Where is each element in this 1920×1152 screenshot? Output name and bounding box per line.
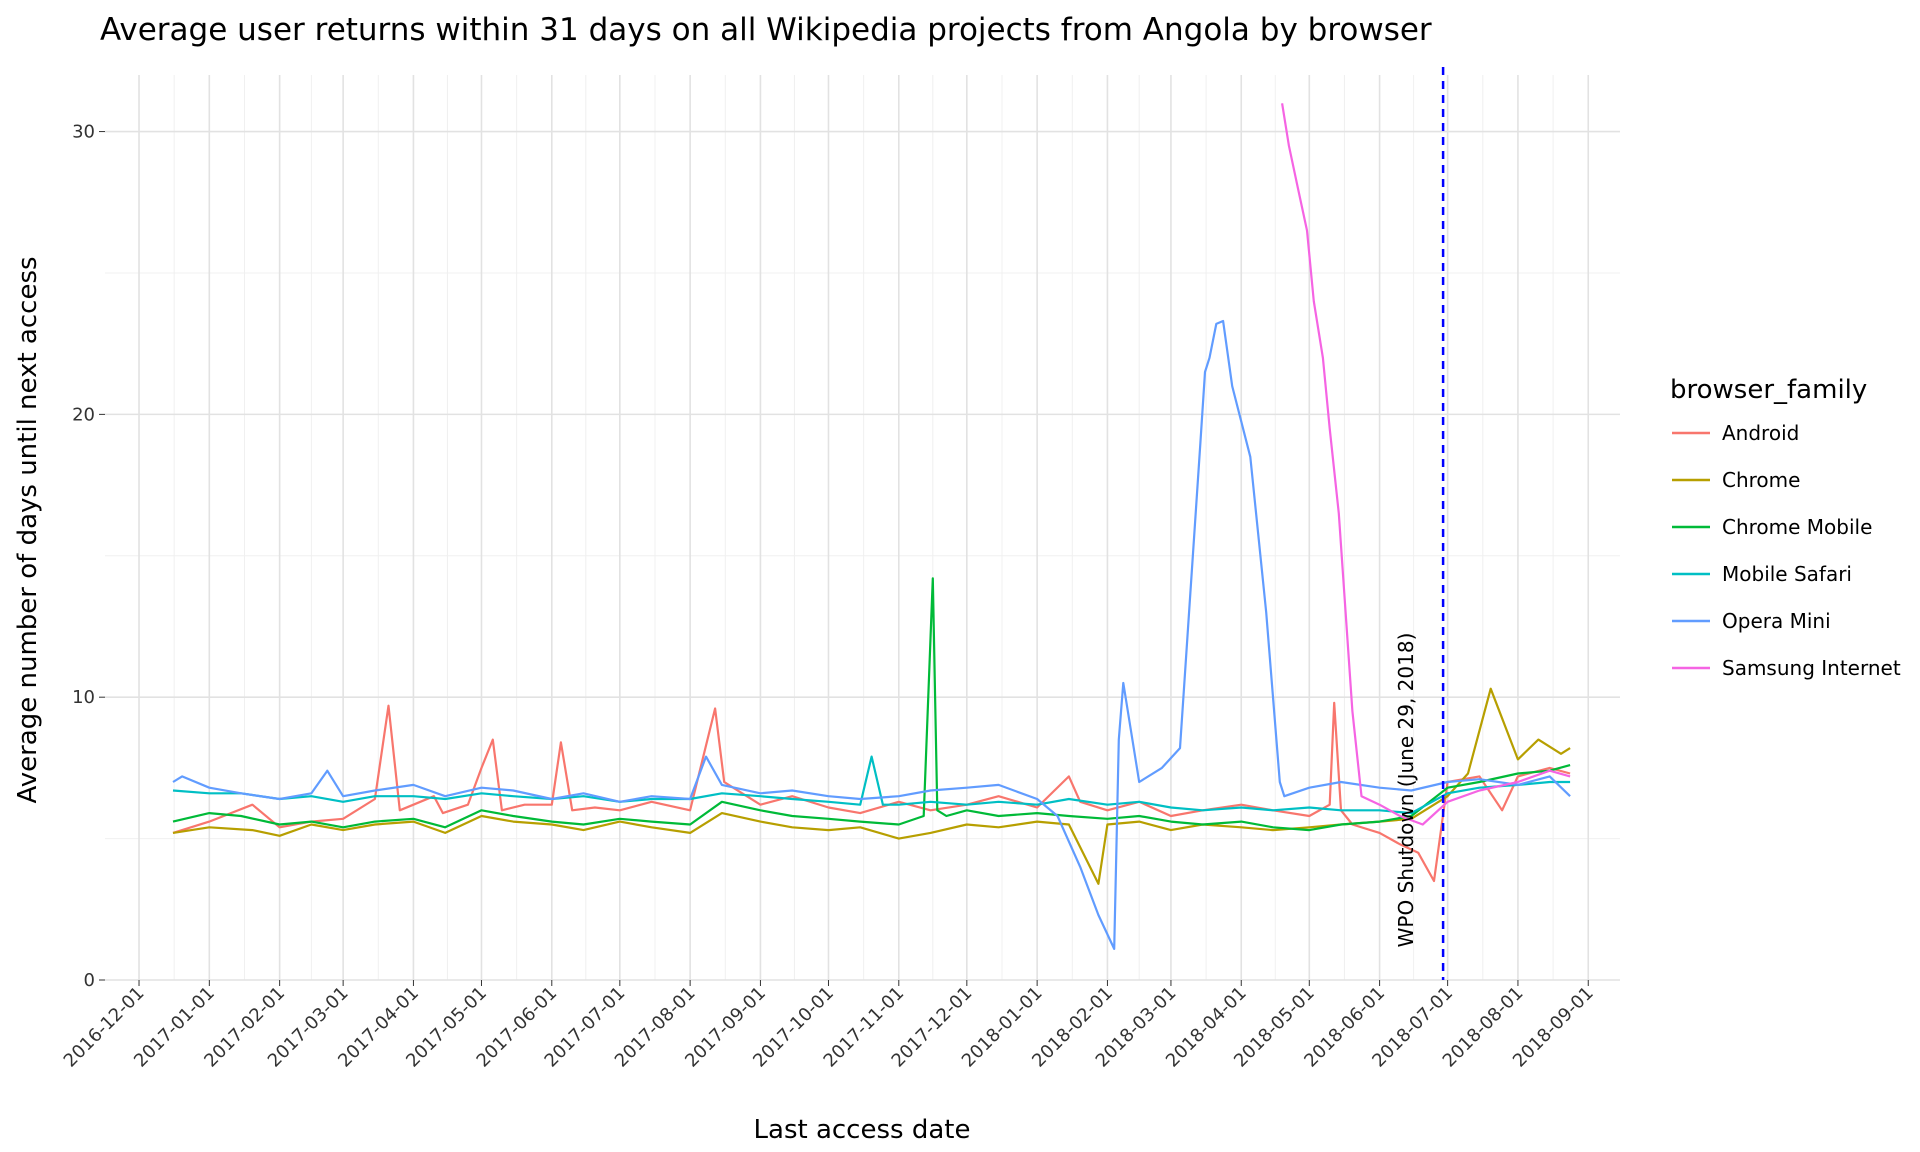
y-tick-label: 10: [72, 687, 95, 708]
series-lines: [172, 103, 1571, 951]
legend-label-chrome-mobile: Chrome Mobile: [1722, 515, 1872, 539]
legend-label-mobile-safari: Mobile Safari: [1722, 562, 1852, 586]
series-line-chrome-mobile: [172, 577, 1571, 832]
legend-label-opera-mini: Opera Mini: [1722, 609, 1831, 633]
series-line-mobile-safari: [172, 755, 1571, 815]
series-line-samsung-internet: [1281, 103, 1571, 826]
minor-gridlines: [105, 75, 1620, 980]
series-line-opera-mini: [172, 319, 1571, 951]
chart-title: Average user returns within 31 days on a…: [100, 12, 1432, 48]
y-tick-label: 20: [72, 404, 95, 425]
major-gridlines: [105, 75, 1620, 981]
y-axis-ticks: 0 10 20 30: [72, 122, 105, 991]
y-axis-title: Average number of days until next access: [13, 256, 43, 803]
series-line-android: [172, 701, 1571, 883]
legend-label-android: Android: [1722, 421, 1799, 445]
x-axis-ticks: 2016-12-012017-01-012017-02-012017-03-01…: [60, 980, 1598, 1072]
shutdown-label: WPO Shutdown (June 29, 2018): [1394, 633, 1418, 948]
y-tick-label: 30: [72, 122, 95, 143]
y-tick-label: 0: [84, 970, 95, 991]
series-line-chrome: [172, 687, 1571, 885]
x-axis-title: Last access date: [754, 1115, 971, 1145]
legend: browser_family Android Chrome Chrome Mobil…: [1670, 375, 1901, 680]
shutdown-marker: WPO Shutdown (June 29, 2018): [1394, 67, 1445, 980]
legend-label-samsung-internet: Samsung Internet: [1722, 656, 1901, 680]
legend-items: Android Chrome Chrome Mobile Mobile Safari O…: [1672, 421, 1901, 680]
legend-title: browser_family: [1670, 375, 1867, 405]
legend-label-chrome: Chrome: [1722, 468, 1800, 492]
